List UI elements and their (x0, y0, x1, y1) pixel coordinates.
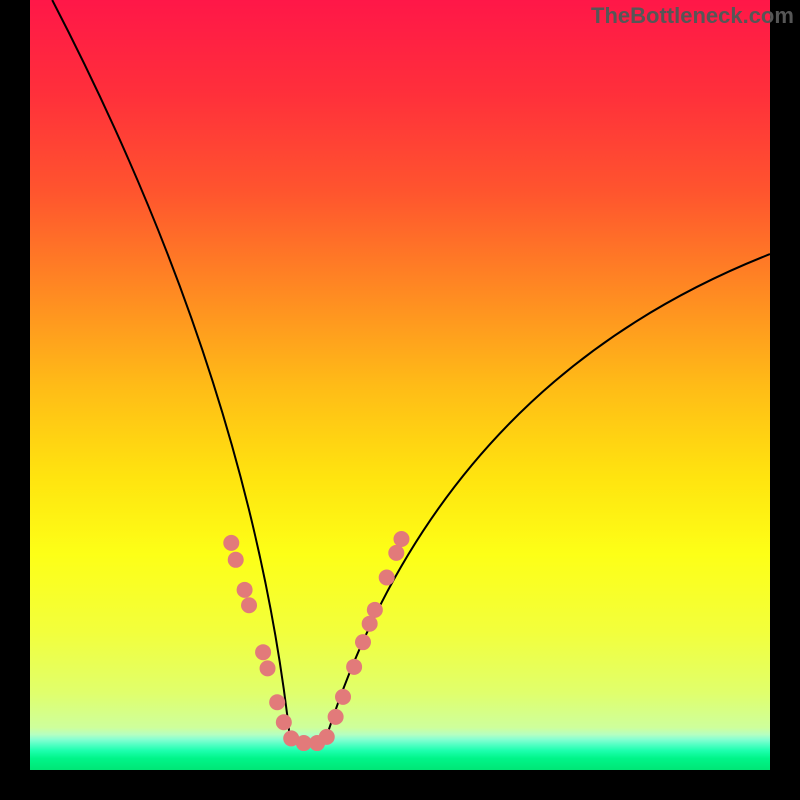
data-marker (379, 570, 395, 586)
data-marker (335, 689, 351, 705)
plot-area (30, 0, 770, 770)
data-marker (260, 660, 276, 676)
data-marker (328, 709, 344, 725)
data-marker (362, 616, 378, 632)
data-marker (269, 694, 285, 710)
data-marker (319, 729, 335, 745)
bottom-border (0, 770, 800, 800)
data-marker (367, 602, 383, 618)
data-marker (276, 714, 292, 730)
data-marker (388, 545, 404, 561)
watermark-text: TheBottleneck.com (591, 3, 794, 29)
data-marker (255, 644, 271, 660)
data-marker (223, 535, 239, 551)
data-marker (237, 582, 253, 598)
data-marker (228, 552, 244, 568)
data-marker (241, 597, 257, 613)
left-border (0, 0, 30, 800)
data-marker (346, 659, 362, 675)
right-border (770, 0, 800, 800)
data-marker (393, 531, 409, 547)
data-marker (355, 634, 371, 650)
chart-frame: TheBottleneck.com (0, 0, 800, 800)
gradient-background (30, 0, 770, 770)
plot-svg (30, 0, 770, 770)
